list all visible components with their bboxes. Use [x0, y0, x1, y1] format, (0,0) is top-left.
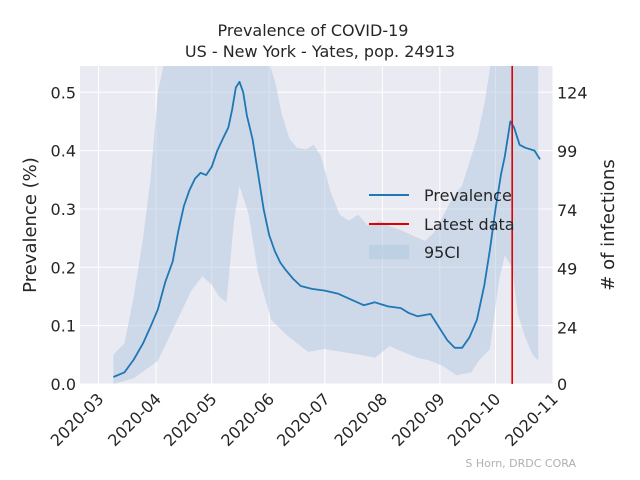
chart-title: Prevalence of COVID-19	[218, 21, 409, 40]
series-lines	[113, 66, 541, 384]
x-tick-label: 2020-05	[160, 389, 221, 450]
y2-tick-label: 0	[557, 375, 567, 394]
legend-label-95ci: 95CI	[424, 243, 460, 262]
x-tick-label: 2020-10	[444, 389, 505, 450]
x-tick-label: 2020-03	[47, 389, 108, 450]
y-tick-label: 0.1	[51, 317, 76, 336]
x-tick-label: 2020-06	[217, 389, 278, 450]
chart-subtitle: US - New York - Yates, pop. 24913	[185, 42, 455, 61]
y-tick-label: 0.3	[51, 200, 76, 219]
legend-label-prevalence: Prevalence	[424, 186, 512, 205]
y2-tick-label: 49	[557, 260, 577, 279]
y2-tick-label: 124	[557, 83, 588, 102]
y-tick-label: 0.0	[51, 375, 76, 394]
prevalence-line	[113, 80, 541, 378]
y-tick-label: 0.2	[51, 258, 76, 277]
x-tick-label: 2020-07	[273, 389, 334, 450]
legend: Prevalence Latest data 95CI	[369, 186, 515, 262]
x-tick-label: 2020-04	[104, 389, 165, 450]
x-tick-label: 2020-08	[330, 389, 391, 450]
legend-label-latest: Latest data	[424, 215, 515, 234]
y-axis-label: Prevalence (%)	[20, 157, 41, 293]
credit-text: S Horn, DRDC CORA	[465, 457, 576, 470]
y2-tick-label: 24	[557, 319, 577, 338]
legend-swatch-95ci	[369, 245, 409, 259]
x-tick-label: 2020-11	[501, 389, 562, 450]
y2-tick-label: 74	[557, 201, 577, 220]
y-tick-label: 0.5	[51, 83, 76, 102]
y2-axis-label: # of infections	[598, 159, 619, 290]
y2-tick-label: 99	[557, 142, 577, 161]
y-tick-label: 0.4	[51, 142, 76, 161]
x-tick-label: 2020-09	[388, 389, 449, 450]
